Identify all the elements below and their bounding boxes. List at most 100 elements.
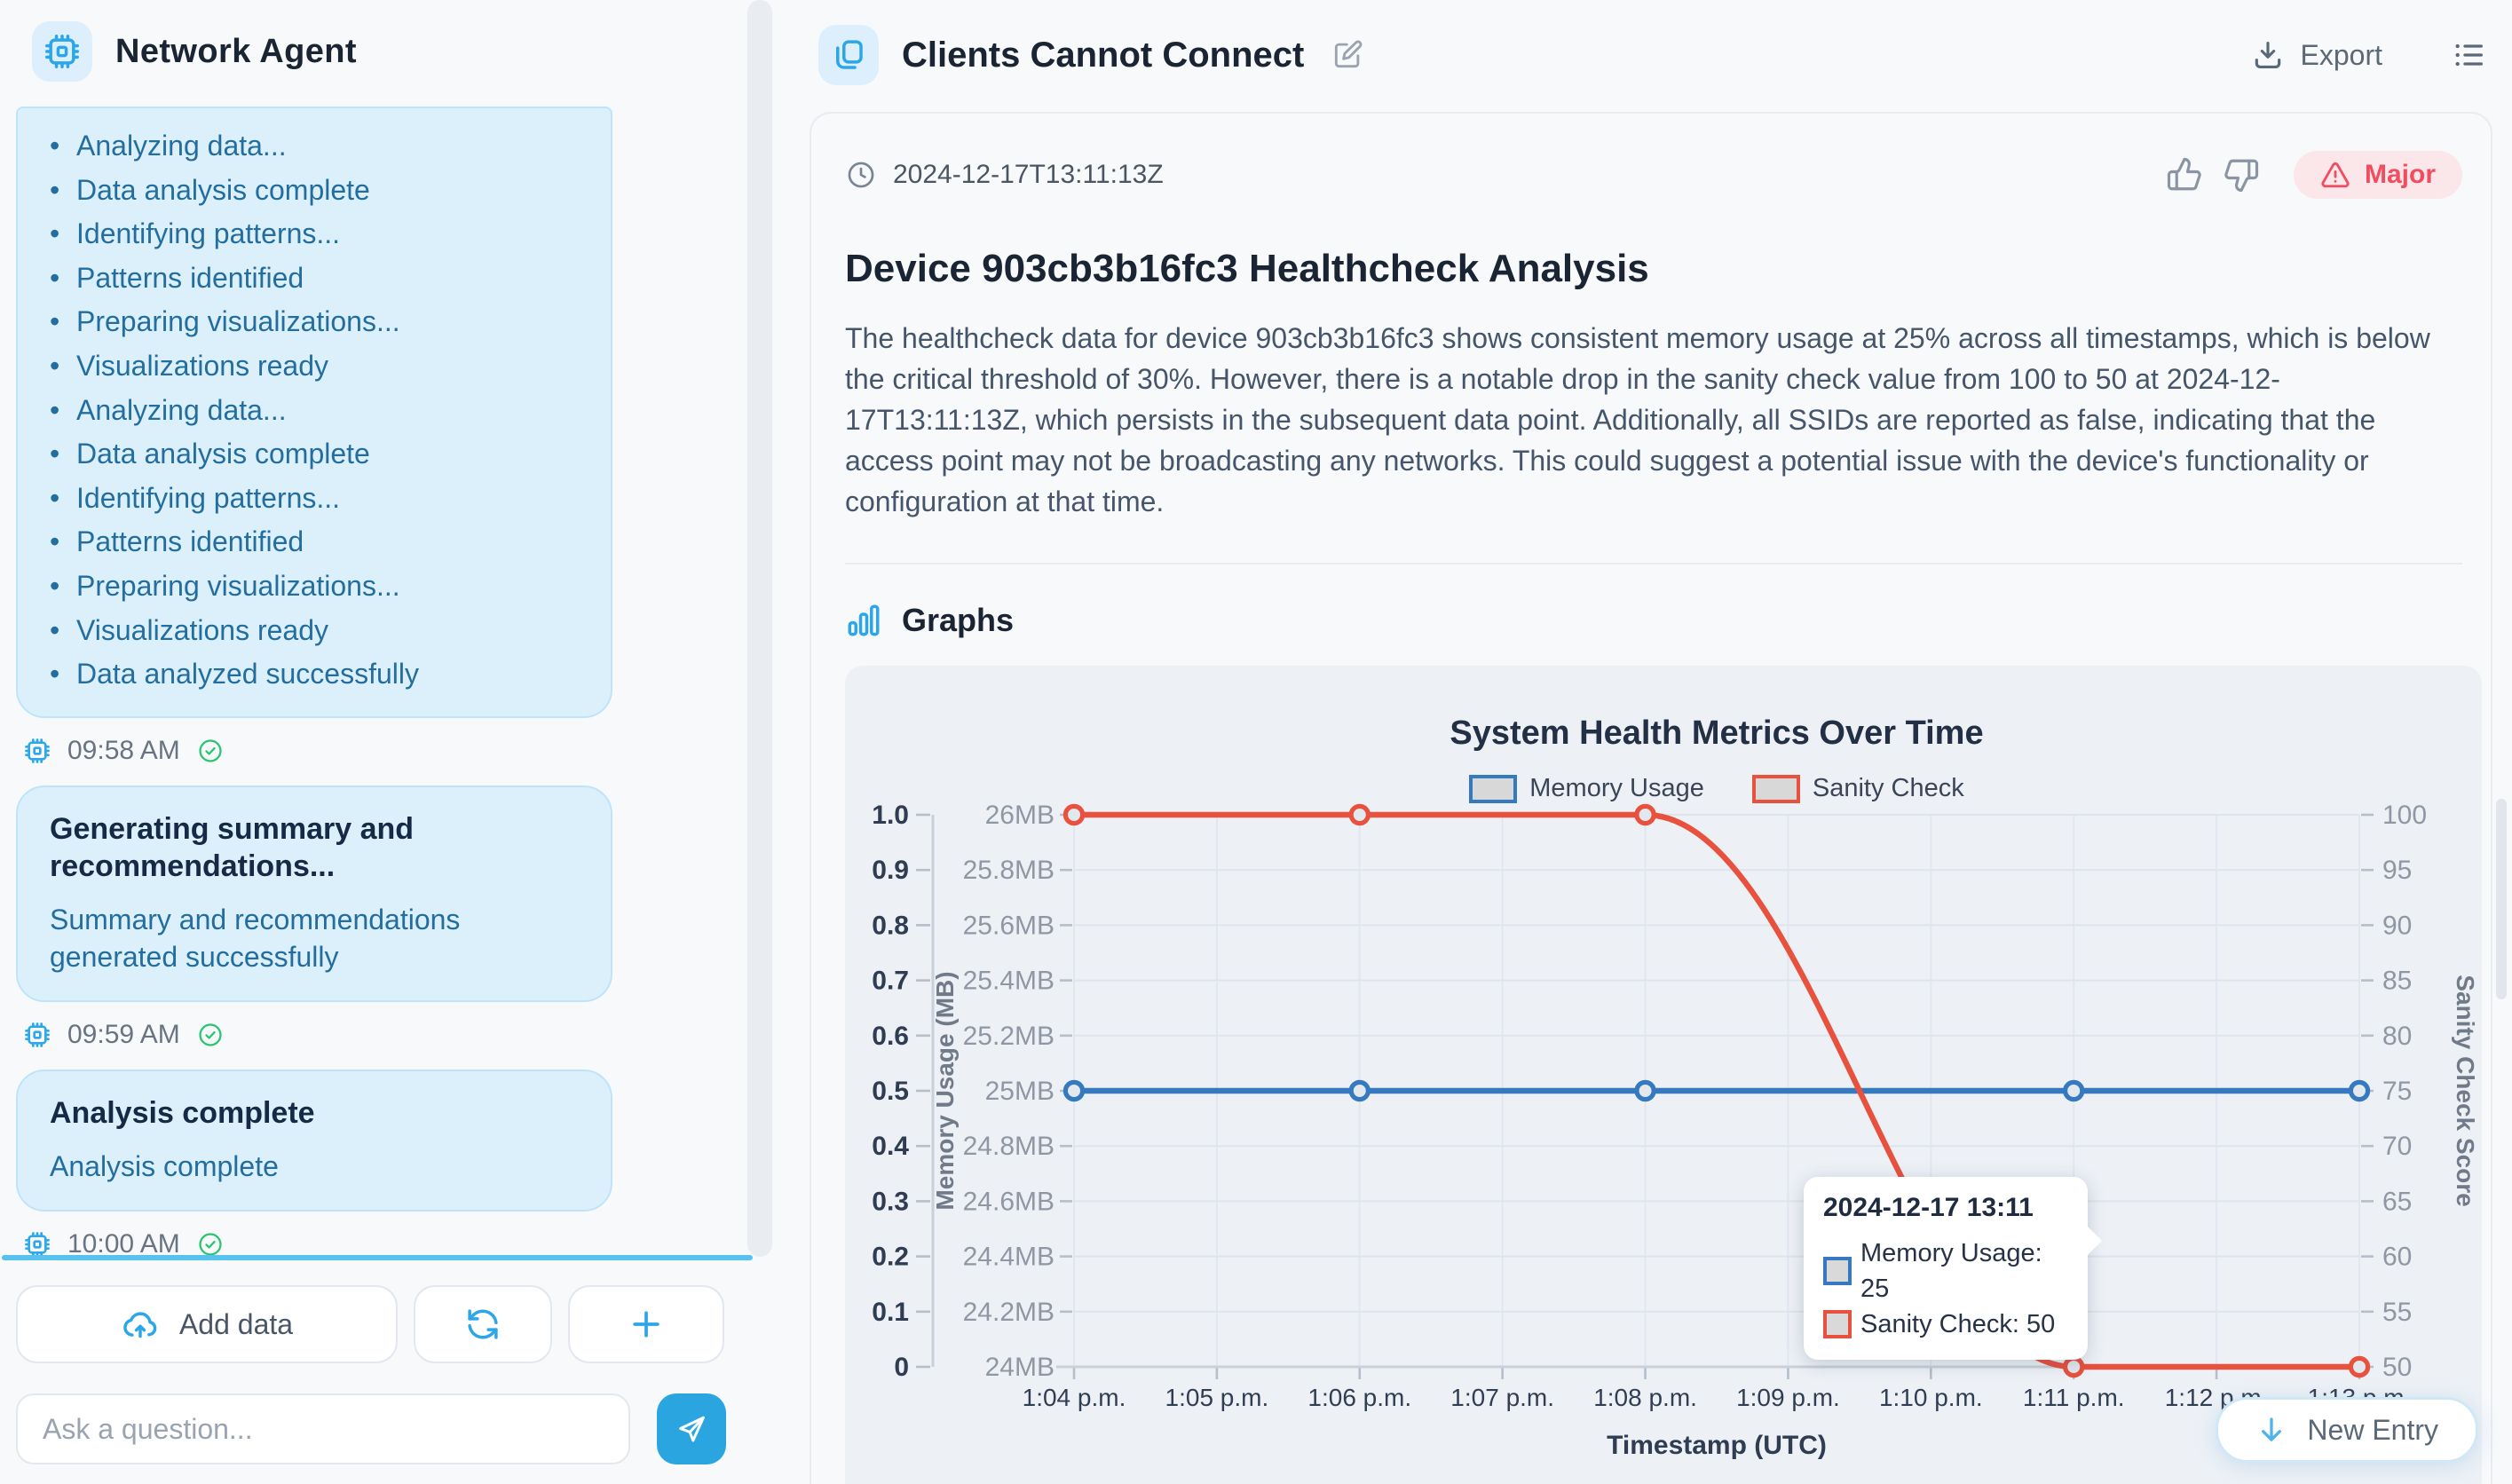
svg-text:1:04 p.m.: 1:04 p.m. xyxy=(1023,1384,1126,1411)
legend-item[interactable]: Memory Usage xyxy=(1469,774,1704,803)
send-button[interactable] xyxy=(657,1393,726,1464)
send-plane-icon xyxy=(674,1411,709,1447)
incident-icon-box xyxy=(818,25,879,85)
message-timestamp: 10:00 AM xyxy=(67,1228,180,1259)
new-chat-button[interactable] xyxy=(568,1285,724,1363)
svg-text:26MB: 26MB xyxy=(985,801,1055,830)
svg-text:85: 85 xyxy=(2382,967,2412,996)
svg-text:1:09 p.m.: 1:09 p.m. xyxy=(1736,1384,1840,1411)
status-steps-list: Analyzing data...Data analysis completeI… xyxy=(32,124,589,697)
conversation-scroll-area: Analyzing data...Data analysis completeI… xyxy=(0,107,781,1279)
svg-text:0.7: 0.7 xyxy=(872,967,909,996)
entry-card: 2024-12-17T13:11:13Z xyxy=(810,112,2492,1484)
svg-text:0.2: 0.2 xyxy=(872,1243,909,1272)
svg-text:90: 90 xyxy=(2382,911,2412,940)
plus-icon xyxy=(627,1305,666,1344)
severity-label: Major xyxy=(2364,160,2436,189)
svg-text:1:11 p.m.: 1:11 p.m. xyxy=(2023,1384,2125,1411)
tooltip-caret xyxy=(2086,1225,2102,1257)
svg-text:25.2MB: 25.2MB xyxy=(963,1022,1055,1051)
legend-swatch xyxy=(1469,774,1518,803)
status-step-item: Data analysis complete xyxy=(32,432,589,477)
svg-text:Memory Usage (MB): Memory Usage (MB) xyxy=(931,971,959,1210)
sidebar-scrollbar[interactable] xyxy=(747,0,772,1257)
svg-text:50: 50 xyxy=(2382,1353,2412,1382)
line-chart[interactable]: 1:04 p.m. 1:05 p.m. 1:06 p.m. 1:07 p.m. 1:08… xyxy=(845,666,2482,1484)
status-step-item: Visualizations ready xyxy=(32,344,589,389)
new-entry-button[interactable]: New Entry xyxy=(2216,1397,2478,1463)
svg-text:0.1: 0.1 xyxy=(872,1298,909,1327)
thumbs-down-icon[interactable] xyxy=(2223,156,2260,193)
entry-meta-actions: Major xyxy=(2166,151,2462,199)
tooltip-row: Memory Usage: 25 xyxy=(1823,1235,2068,1306)
warning-triangle-icon xyxy=(2320,160,2350,190)
svg-text:100: 100 xyxy=(2382,801,2427,830)
svg-text:24MB: 24MB xyxy=(985,1353,1055,1382)
app-title: Network Agent xyxy=(115,32,357,70)
svg-text:55: 55 xyxy=(2382,1298,2412,1327)
add-data-button[interactable]: Add data xyxy=(16,1285,398,1363)
severity-badge: Major xyxy=(2293,151,2462,199)
svg-text:25.6MB: 25.6MB xyxy=(963,911,1055,940)
svg-text:25MB: 25MB xyxy=(985,1077,1055,1106)
thumbs-up-icon[interactable] xyxy=(2166,156,2203,193)
bar-chart-icon xyxy=(845,602,882,639)
svg-text:1:06 p.m.: 1:06 p.m. xyxy=(1307,1384,1411,1411)
summary-message-bubble: Generating summary and recommendations..… xyxy=(16,785,612,1002)
chart-legend[interactable]: Memory Usage Sanity Check xyxy=(952,774,2482,803)
status-step-item: Patterns identified xyxy=(32,520,589,564)
entry-meta-row: 2024-12-17T13:11:13Z xyxy=(811,114,2491,199)
graphs-section-header: Graphs xyxy=(845,602,2491,639)
tooltip-rows: Memory Usage: 25 Sanity Check: 50 xyxy=(1823,1235,2068,1342)
status-step-item: Preparing visualizations... xyxy=(32,300,589,344)
footer-buttons-row: Add data xyxy=(16,1285,808,1363)
legend-swatch xyxy=(1751,774,1800,803)
legend-label: Sanity Check xyxy=(1812,774,1964,802)
tooltip-value: Memory Usage: 25 xyxy=(1860,1239,2042,1303)
chart-panel: 1:04 p.m. 1:05 p.m. 1:06 p.m. 1:07 p.m. 1:08… xyxy=(845,666,2482,1484)
clock-icon xyxy=(845,159,877,191)
legend-item[interactable]: Sanity Check xyxy=(1751,774,1964,803)
tooltip-swatch xyxy=(1823,1257,1852,1285)
question-input[interactable] xyxy=(16,1393,630,1464)
entry-timestamp-group: 2024-12-17T13:11:13Z xyxy=(845,159,1164,191)
message-timestamp: 09:58 AM xyxy=(67,735,180,765)
chip-icon xyxy=(23,737,51,765)
status-step-item: Data analysis complete xyxy=(32,169,589,213)
svg-text:System Health Metrics Over Tim: System Health Metrics Over Time xyxy=(1450,714,1983,752)
svg-text:1:07 p.m.: 1:07 p.m. xyxy=(1450,1384,1554,1411)
svg-text:24.8MB: 24.8MB xyxy=(963,1132,1055,1161)
svg-text:65: 65 xyxy=(2382,1187,2412,1216)
svg-text:80: 80 xyxy=(2382,1022,2412,1051)
incident-title: Clients Cannot Connect xyxy=(902,35,1305,75)
add-data-label: Add data xyxy=(178,1307,294,1340)
svg-text:Timestamp (UTC): Timestamp (UTC) xyxy=(1607,1431,1827,1460)
svg-text:24.4MB: 24.4MB xyxy=(963,1243,1055,1272)
status-step-item: Identifying patterns... xyxy=(32,477,589,521)
svg-text:1:10 p.m.: 1:10 p.m. xyxy=(1879,1384,1983,1411)
list-menu-icon[interactable] xyxy=(2452,37,2487,73)
check-circle-icon xyxy=(196,737,225,765)
app-logo xyxy=(32,21,92,82)
refresh-button[interactable] xyxy=(414,1285,552,1363)
refresh-icon xyxy=(464,1306,502,1343)
svg-text:0: 0 xyxy=(894,1353,909,1382)
tooltip-value: Sanity Check: 50 xyxy=(1860,1310,2056,1338)
edit-title-icon[interactable] xyxy=(1331,38,1364,72)
message-title: Analysis complete xyxy=(50,1095,315,1130)
export-button[interactable]: Export xyxy=(2251,38,2382,72)
status-steps-bubble: Analyzing data...Data analysis completeI… xyxy=(16,107,612,718)
svg-text:0.9: 0.9 xyxy=(872,856,909,885)
message-title: Generating summary and recommendations..… xyxy=(50,811,415,883)
status-step-item: Identifying patterns... xyxy=(32,212,589,257)
main-scrollbar-thumb[interactable] xyxy=(2496,799,2507,999)
status-step-item: Analyzing data... xyxy=(32,389,589,433)
tooltip-row: Sanity Check: 50 xyxy=(1823,1306,2068,1342)
chip-icon xyxy=(23,1230,51,1259)
entry-heading: Device 903cb3b16fc3 Healthcheck Analysis xyxy=(845,247,1649,290)
entry-body-text: The healthcheck data for device 903cb3b1… xyxy=(845,322,2430,517)
entry-timestamp: 2024-12-17T13:11:13Z xyxy=(893,160,1164,189)
status-step-item: Analyzing data... xyxy=(32,124,589,169)
message-time-row: 09:59 AM xyxy=(23,1020,781,1050)
